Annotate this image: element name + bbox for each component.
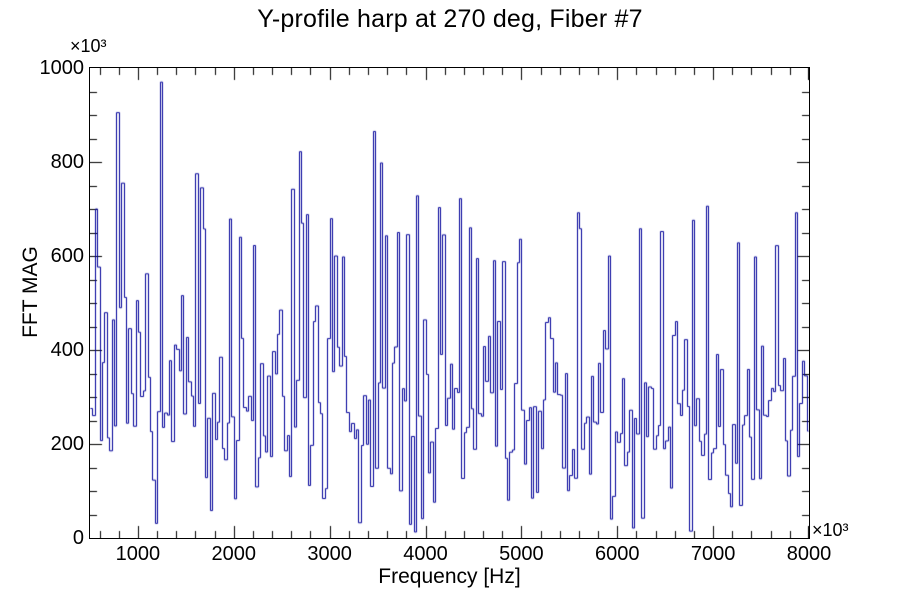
y-tick-label: 200 <box>50 433 84 455</box>
x-tick-label: 4000 <box>403 543 448 565</box>
x-tick-label: 1000 <box>115 543 161 565</box>
x-tick-label: 3000 <box>307 543 352 565</box>
y-tick-label: 1000 <box>39 57 85 79</box>
x-tick-label: 2000 <box>211 543 257 565</box>
x-tick-label: 7000 <box>690 543 736 565</box>
y-axis-multiplier: ×10³ <box>70 36 107 56</box>
y-tick-label: 400 <box>50 339 84 361</box>
plot-frame <box>89 67 810 539</box>
plot-title: Y-profile harp at 270 deg, Fiber #7 <box>257 5 643 33</box>
y-tick-label: 800 <box>50 151 84 173</box>
fft-spectrum-trace <box>90 68 809 538</box>
x-tick-label: 8000 <box>786 543 832 565</box>
x-tick-label: 6000 <box>595 543 640 565</box>
x-tick-label: 5000 <box>499 543 544 565</box>
y-tick-label: 0 <box>72 527 84 549</box>
x-axis-multiplier: ×10³ <box>812 520 849 540</box>
y-tick-label: 600 <box>50 245 84 267</box>
x-axis-title: Frequency [Hz] <box>378 565 521 588</box>
